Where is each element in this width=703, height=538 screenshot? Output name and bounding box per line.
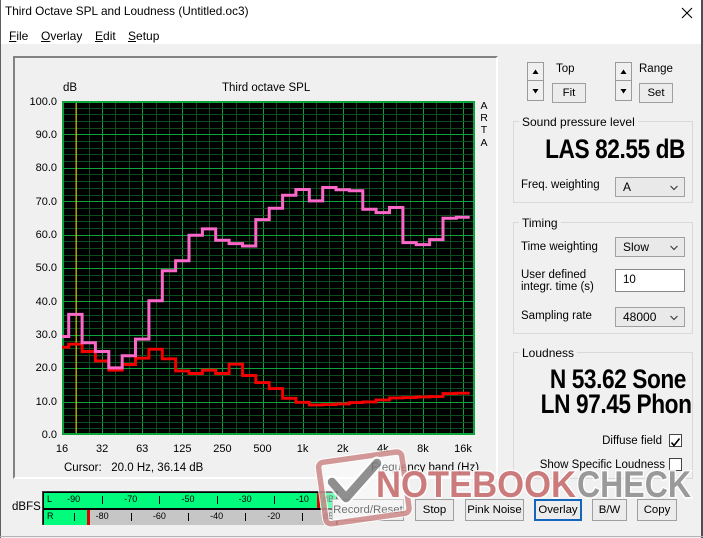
svg-text:NOTEBOOK: NOTEBOOK [376,464,576,505]
svg-text:CHECK: CHECK [577,464,691,505]
